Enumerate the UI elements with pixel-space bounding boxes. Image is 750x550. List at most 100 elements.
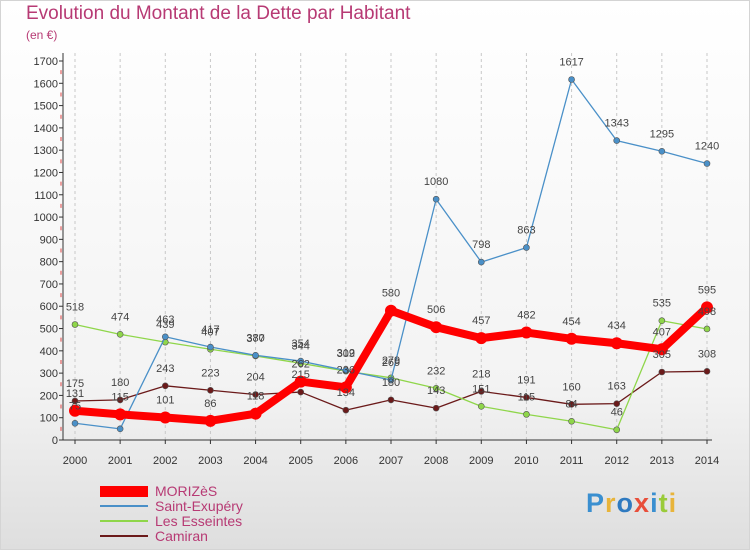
chart-title: Evolution du Montant de la Dette par Hab… <box>26 3 411 24</box>
data-label-les-esseintes-2003: 407 <box>201 326 219 338</box>
legend-label-morizes: MORIZèS <box>155 483 218 499</box>
data-point-saint-exup-ry-2011 <box>568 76 575 83</box>
data-label-camiran-2007: 180 <box>382 377 400 389</box>
data-label-saint-exup-ry-2008: 1080 <box>424 176 448 188</box>
data-label-camiran-2003: 223 <box>201 367 219 379</box>
data-point-camiran-2012 <box>613 400 621 407</box>
y-tick-label-500: 500 <box>40 324 58 336</box>
data-point-moriz-s-2008 <box>430 321 443 334</box>
y-tick-label-200: 200 <box>40 390 58 402</box>
x-tick-label-2011: 2011 <box>560 455 584 467</box>
data-label-les-esseintes-2014: 498 <box>698 306 716 318</box>
legend-item-saint-exupery: Saint-Exupéry <box>100 498 400 514</box>
data-label-moriz-s-2013: 407 <box>653 326 671 338</box>
x-tick-label-2004: 2004 <box>243 455 267 467</box>
y-tick-label-800: 800 <box>40 257 58 269</box>
data-label-moriz-s-2009: 457 <box>472 315 490 327</box>
x-tick-label-2006: 2006 <box>334 455 358 467</box>
data-label-moriz-s-2000: 131 <box>66 388 84 400</box>
data-label-saint-exup-ry-2011: 1617 <box>559 57 583 69</box>
data-point-les-esseintes-2012 <box>613 426 621 434</box>
x-tick-label-2007: 2007 <box>379 455 403 467</box>
data-label-saint-exup-ry-2004: 380 <box>246 332 264 344</box>
data-label-saint-exup-ry-2000: 75 <box>69 400 81 412</box>
data-label-les-esseintes-2000: 518 <box>66 302 84 314</box>
data-label-moriz-s-2003: 86 <box>204 398 216 410</box>
logo-letter: r <box>605 488 617 518</box>
data-label-saint-exup-ry-2007: 269 <box>382 357 400 369</box>
data-point-saint-exup-ry-2001 <box>116 425 124 433</box>
data-point-camiran-2004 <box>252 391 259 398</box>
data-point-moriz-s-2001 <box>114 408 127 421</box>
legend-item-morizes: MORIZèS <box>100 483 400 499</box>
y-tick-label-600: 600 <box>40 301 58 313</box>
data-label-les-esseintes-2010: 115 <box>518 391 536 403</box>
data-label-camiran-2000: 175 <box>66 378 84 390</box>
x-tick-label-2009: 2009 <box>469 455 493 467</box>
data-point-saint-exup-ry-2014 <box>703 160 711 167</box>
data-label-saint-exup-ry-2013: 1295 <box>650 128 674 140</box>
data-point-saint-exup-ry-2008 <box>432 195 440 203</box>
data-label-moriz-s-2011: 454 <box>562 316 580 328</box>
y-tick-label-1600: 1600 <box>34 78 58 90</box>
y-tick-label-900: 900 <box>40 234 58 246</box>
data-label-moriz-s-2010: 482 <box>517 310 535 322</box>
x-tick-label-2005: 2005 <box>288 455 312 467</box>
y-tick-label-300: 300 <box>40 368 58 380</box>
data-point-camiran-2000 <box>71 397 79 405</box>
legend-item-camiran: Camiran <box>100 528 400 544</box>
data-point-camiran-2014 <box>703 368 711 375</box>
logo-letter: P <box>586 488 606 518</box>
data-point-les-esseintes-2009 <box>477 403 485 410</box>
chart-subtitle: (en €) <box>26 28 58 42</box>
data-point-saint-exup-ry-2013 <box>658 147 666 155</box>
data-point-saint-exup-ry-2005 <box>297 357 305 365</box>
data-label-moriz-s-2007: 580 <box>382 288 400 300</box>
data-point-saint-exup-ry-2006 <box>342 367 350 374</box>
data-point-saint-exup-ry-2002 <box>161 333 169 341</box>
logo-letter: t <box>658 488 669 518</box>
y-tick-label-1300: 1300 <box>34 145 58 157</box>
data-label-camiran-2010: 191 <box>517 374 535 386</box>
legend-swatch-saint-exupery <box>100 505 148 507</box>
data-label-moriz-s-2006: 236 <box>337 364 355 376</box>
data-label-camiran-2005: 215 <box>292 369 310 381</box>
data-label-moriz-s-2001: 115 <box>111 391 129 403</box>
data-label-les-esseintes-2009: 151 <box>472 383 490 395</box>
data-point-camiran-2007 <box>387 396 395 404</box>
data-point-moriz-s-2004 <box>249 407 262 420</box>
x-tick-label-2008: 2008 <box>424 455 448 467</box>
data-point-moriz-s-2012 <box>610 337 623 350</box>
data-point-les-esseintes-2011 <box>568 417 575 425</box>
x-tick-label-2013: 2013 <box>650 455 674 467</box>
data-label-les-esseintes-2013: 535 <box>653 298 671 310</box>
data-point-camiran-2001 <box>116 396 124 404</box>
data-label-camiran-2006: 134 <box>337 387 355 399</box>
data-label-les-esseintes-2012: 46 <box>611 407 623 419</box>
data-label-camiran-2001: 180 <box>111 377 129 389</box>
legend-swatch-camiran <box>100 535 148 537</box>
data-label-camiran-2014: 308 <box>698 348 716 360</box>
y-tick-label-1700: 1700 <box>34 56 58 68</box>
data-point-saint-exup-ry-2007 <box>387 376 395 384</box>
x-tick-label-2002: 2002 <box>153 455 177 467</box>
legend-swatch-morizes <box>100 486 148 497</box>
data-label-les-esseintes-2002: 439 <box>156 319 174 331</box>
data-label-saint-exup-ry-2010: 863 <box>517 225 535 237</box>
y-tick-label-100: 100 <box>40 413 58 425</box>
data-label-les-esseintes-2007: 279 <box>382 355 400 367</box>
logo-letter: i <box>668 488 678 518</box>
data-point-les-esseintes-2014 <box>703 325 711 333</box>
data-label-les-esseintes-2001: 474 <box>111 311 129 323</box>
data-point-camiran-2008 <box>432 404 440 412</box>
data-point-moriz-s-2010 <box>520 326 533 339</box>
data-point-saint-exup-ry-2010 <box>523 244 530 251</box>
data-point-saint-exup-ry-2009 <box>477 258 485 266</box>
data-point-moriz-s-2006 <box>339 381 352 394</box>
data-point-moriz-s-2011 <box>565 332 578 345</box>
data-label-camiran-2009: 218 <box>472 368 490 380</box>
data-point-les-esseintes-2008 <box>432 384 440 392</box>
data-label-camiran-2012: 163 <box>608 381 626 393</box>
